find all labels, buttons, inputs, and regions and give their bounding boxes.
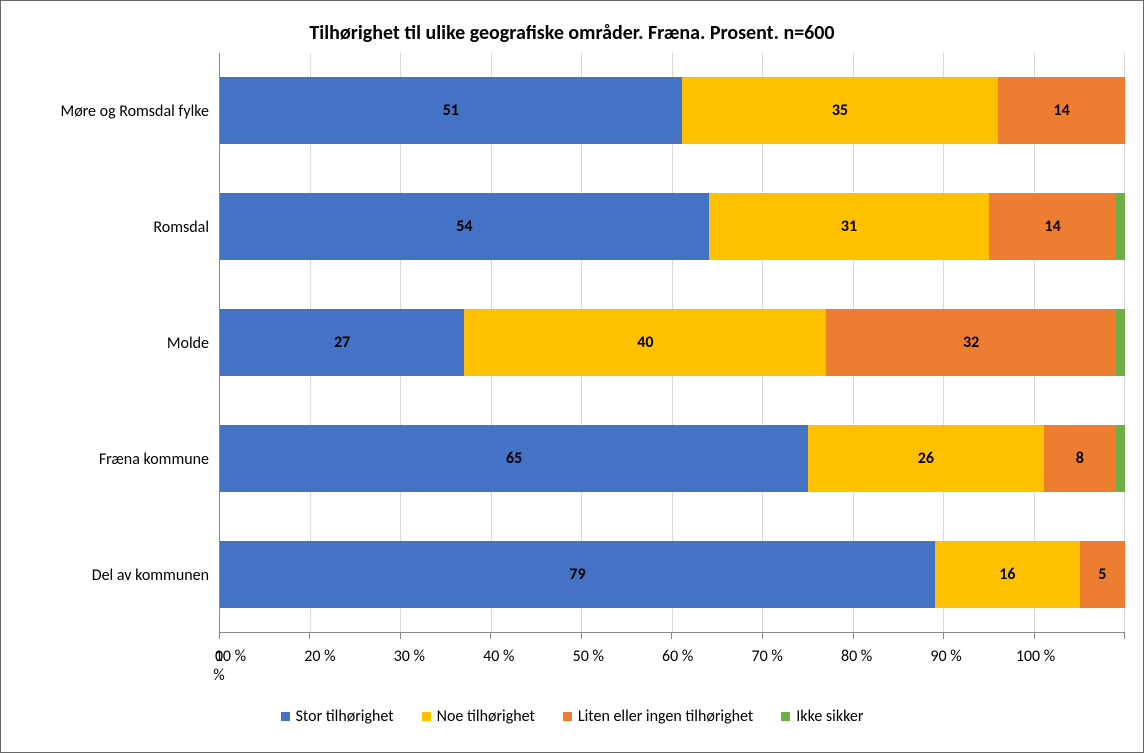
bar-segment: 54 <box>220 193 709 260</box>
bar-segment: 14 <box>998 77 1125 144</box>
bar-segment: 26 <box>808 425 1043 492</box>
x-tick-mark <box>581 633 672 639</box>
bar-row: 79165 <box>220 516 1125 632</box>
legend-swatch <box>281 712 290 721</box>
x-tick-mark <box>763 633 854 639</box>
x-tick-mark <box>400 633 491 639</box>
stacked-bar: 79165 <box>220 541 1125 608</box>
legend: Stor tilhørighet Noe tilhørighet Liten ell… <box>19 707 1125 726</box>
x-axis-label: 40 % <box>454 647 543 685</box>
y-axis-label: Molde <box>19 285 209 401</box>
x-axis-label: 30 % <box>365 647 454 685</box>
legend-swatch <box>563 712 572 721</box>
x-tick-marks <box>219 633 1125 639</box>
x-axis-label: 100 % <box>991 647 1080 685</box>
y-axis-label: Romsdal <box>19 169 209 285</box>
x-tick-mark <box>944 633 1035 639</box>
x-axis-label: 20 % <box>275 647 364 685</box>
legend-item: Ikke sikker <box>781 707 863 726</box>
legend-item: Noe tilhørighet <box>422 707 535 726</box>
stacked-bar: 513514 <box>220 77 1125 144</box>
bar-segment: 65 <box>220 425 808 492</box>
bar-row: 543114 <box>220 169 1125 285</box>
x-axis-label: 80 % <box>812 647 901 685</box>
stacked-bar: 274032 <box>220 309 1125 376</box>
chart-container: Tilhørighet til ulike geografiske område… <box>0 0 1144 753</box>
bar-segment: 16 <box>935 541 1080 608</box>
legend-item: Stor tilhørighet <box>281 707 394 726</box>
legend-label: Stor tilhørighet <box>296 707 394 726</box>
bar-row: 513514 <box>220 53 1125 169</box>
x-axis-label: 70 % <box>722 647 811 685</box>
x-axis-label: 50 % <box>544 647 633 685</box>
y-axis-label: Fræna kommune <box>19 401 209 517</box>
bar-segment: 79 <box>220 541 935 608</box>
bar-segment <box>1116 309 1125 376</box>
legend-item: Liten eller ingen tilhørighet <box>563 707 753 726</box>
x-tick-mark <box>1034 633 1125 639</box>
bars: 5135145431142740326526879165 <box>220 53 1125 632</box>
x-tick-mark <box>853 633 944 639</box>
bar-segment: 5 <box>1080 541 1125 608</box>
stacked-bar: 543114 <box>220 193 1125 260</box>
y-axis-label: Møre og Romsdal fylke <box>19 53 209 169</box>
bar-segment: 35 <box>682 77 999 144</box>
x-axis-label: 10 % <box>186 647 275 685</box>
legend-swatch <box>422 712 431 721</box>
x-axis-label: 90 % <box>901 647 990 685</box>
stacked-bar: 65268 <box>220 425 1125 492</box>
x-axis-label: 60 % <box>633 647 722 685</box>
bar-segment: 31 <box>709 193 990 260</box>
legend-label: Noe tilhørighet <box>437 707 535 726</box>
legend-label: Ikke sikker <box>796 707 863 726</box>
x-tick-mark <box>672 633 763 639</box>
bar-segment: 27 <box>220 309 464 376</box>
bar-segment: 8 <box>1044 425 1116 492</box>
bar-segment: 14 <box>989 193 1116 260</box>
bar-row: 274032 <box>220 285 1125 401</box>
bar-segment <box>1116 425 1125 492</box>
x-tick-mark <box>310 633 401 639</box>
legend-label: Liten eller ingen tilhørighet <box>578 707 753 726</box>
y-axis-label: Del av kommunen <box>19 517 209 633</box>
legend-swatch <box>781 712 790 721</box>
bar-row: 65268 <box>220 400 1125 516</box>
plot-area: 5135145431142740326526879165 <box>219 53 1125 633</box>
y-axis-labels: Møre og Romsdal fylkeRomsdalMoldeFræna k… <box>19 53 219 633</box>
x-tick-mark <box>491 633 582 639</box>
chart-title: Tilhørighet til ulike geografiske område… <box>19 21 1125 45</box>
bar-segment <box>1116 193 1125 260</box>
x-tick-mark <box>219 633 310 639</box>
plot-area-wrapper: Møre og Romsdal fylkeRomsdalMoldeFræna k… <box>19 53 1125 633</box>
x-axis-labels: 0 %10 %20 %30 %40 %50 %60 %70 %80 %90 %1… <box>219 647 1125 685</box>
bar-segment: 40 <box>464 309 826 376</box>
bar-segment: 32 <box>826 309 1116 376</box>
bar-segment: 51 <box>220 77 682 144</box>
